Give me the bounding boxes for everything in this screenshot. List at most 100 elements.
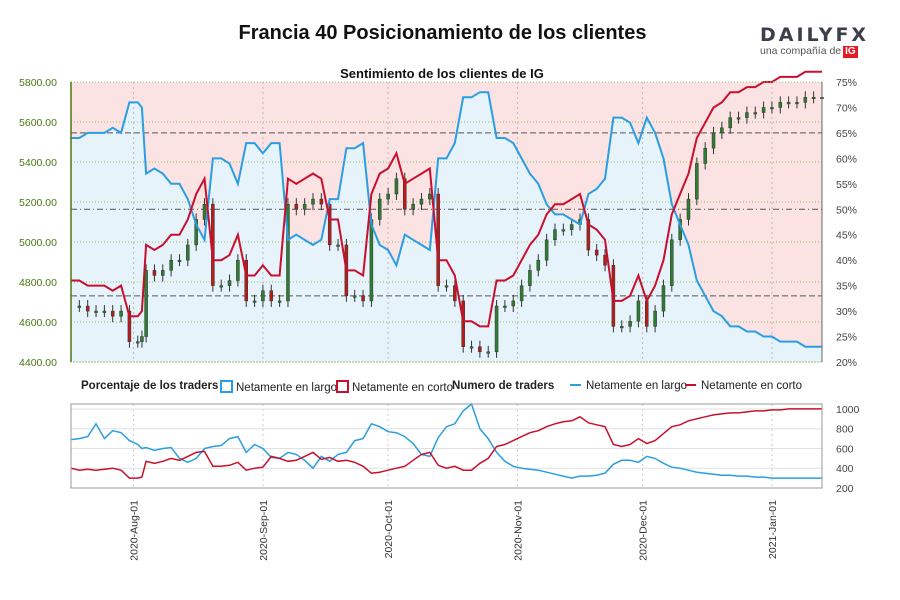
candle-body <box>803 97 808 103</box>
candle-body <box>594 249 599 256</box>
candle-body <box>327 203 332 246</box>
legend-pct-title: Porcentaje de los traders <box>81 380 219 392</box>
candle-body <box>628 321 632 327</box>
candle-body <box>219 285 223 288</box>
candle-body <box>586 219 591 251</box>
net-long-pct-line <box>71 91 822 348</box>
candle-body <box>77 305 82 308</box>
legend-pct-long-label: Netamente en largo <box>236 382 338 394</box>
candle-body <box>786 102 791 105</box>
logo-wordmark: DAILYFX <box>760 24 870 46</box>
date-tick-label: 2020-Sep-01 <box>258 500 270 561</box>
candle-body <box>85 305 90 312</box>
candle-body <box>728 117 732 129</box>
candle-body <box>536 259 541 271</box>
logo-sub-text: una compañía de <box>760 45 842 57</box>
price-tick-label: 5400.00 <box>19 157 57 169</box>
candle-body <box>302 203 307 210</box>
count-tick-label: 600 <box>836 443 854 455</box>
candle-body <box>161 270 165 276</box>
chart-title: Francia 40 Posicionamiento de los client… <box>238 22 647 44</box>
net-short-pct-line <box>71 70 822 328</box>
candle-body <box>711 132 716 149</box>
candle-body <box>369 219 374 302</box>
candle-body <box>286 203 290 302</box>
candle-body <box>453 285 457 302</box>
candle-body <box>461 300 465 347</box>
pct-tick-label: 50% <box>836 204 857 216</box>
price-tick-label: 4400.00 <box>19 357 57 369</box>
candle-body <box>127 310 132 342</box>
price-tick-label: 5000.00 <box>19 237 57 249</box>
candle-body <box>661 285 666 312</box>
candle-body <box>102 310 107 313</box>
candle-body <box>428 193 432 200</box>
price-tick-label: 4800.00 <box>19 277 57 289</box>
count-tick-label: 400 <box>836 463 854 475</box>
candle-body <box>561 229 566 232</box>
date-tick-label: 2020-Aug-01 <box>129 500 141 561</box>
pct-tick-label: 35% <box>836 281 857 293</box>
chart-subtitle: Sentimiento de los clientes de IG <box>340 66 544 81</box>
candle-body <box>252 300 257 303</box>
candle-body <box>352 295 357 298</box>
candle-body <box>361 295 365 302</box>
candle-body <box>110 310 115 317</box>
pct-tick-label: 70% <box>836 102 857 114</box>
candle-body <box>186 244 190 261</box>
count-tick-label: 200 <box>836 483 854 495</box>
candle-body <box>686 198 691 220</box>
candle-body <box>653 310 657 327</box>
candle-body <box>261 290 265 302</box>
pct-tick-label: 25% <box>836 332 857 344</box>
short-line-swatch <box>685 384 696 386</box>
long-line-swatch <box>570 384 581 386</box>
candle-body <box>444 285 449 288</box>
candle-body <box>720 127 724 134</box>
candle-body <box>795 102 799 105</box>
candle-body <box>503 305 507 308</box>
legend-count-long-label: Netamente en largo <box>586 380 688 392</box>
short-swatch <box>336 380 349 393</box>
count-plot-frame <box>70 403 823 489</box>
price-tick-label: 5200.00 <box>19 197 57 209</box>
candle-body <box>169 259 173 271</box>
logo-subtitle: una compañía de IG <box>760 45 870 58</box>
candle-body <box>377 198 382 220</box>
date-tick-label: 2020-Nov-01 <box>512 500 524 561</box>
candle-body <box>519 285 524 302</box>
pct-tick-label: 55% <box>836 179 857 191</box>
candle-body <box>236 259 240 281</box>
legend-count-title: Numero de traders <box>452 380 555 392</box>
net-long-count-line <box>70 402 822 479</box>
legend-pct-long: Netamente en largo <box>220 380 337 394</box>
candle-body <box>745 112 749 118</box>
count-tick-label: 1000 <box>836 404 860 416</box>
candle-body <box>569 224 574 230</box>
date-tick-label: 2020-Oct-01 <box>383 500 395 559</box>
pct-tick-label: 75% <box>836 77 857 89</box>
candle-body <box>511 300 516 307</box>
candle-body <box>553 229 557 241</box>
candle-body <box>469 346 474 349</box>
pct-tick-label: 20% <box>836 357 857 369</box>
candle-body <box>478 346 482 353</box>
price-tick-label: 5600.00 <box>19 117 57 129</box>
candle-body <box>294 203 299 210</box>
candle-body <box>94 310 98 313</box>
candle-body <box>736 117 741 120</box>
candle-body <box>394 178 399 195</box>
legend-count-short-label: Netamente en corto <box>701 380 803 392</box>
candle-body <box>194 219 198 246</box>
candle-body <box>319 198 324 205</box>
ig-badge: IG <box>843 46 858 58</box>
legend-pct-short-label: Netamente en corto <box>352 382 454 394</box>
price-tick-label: 4600.00 <box>19 317 57 329</box>
long-swatch <box>220 380 233 393</box>
candle-body <box>411 203 415 210</box>
pct-tick-label: 30% <box>836 306 857 318</box>
candle-body <box>761 107 766 113</box>
pct-tick-label: 45% <box>836 230 857 242</box>
candle-body <box>486 351 490 354</box>
